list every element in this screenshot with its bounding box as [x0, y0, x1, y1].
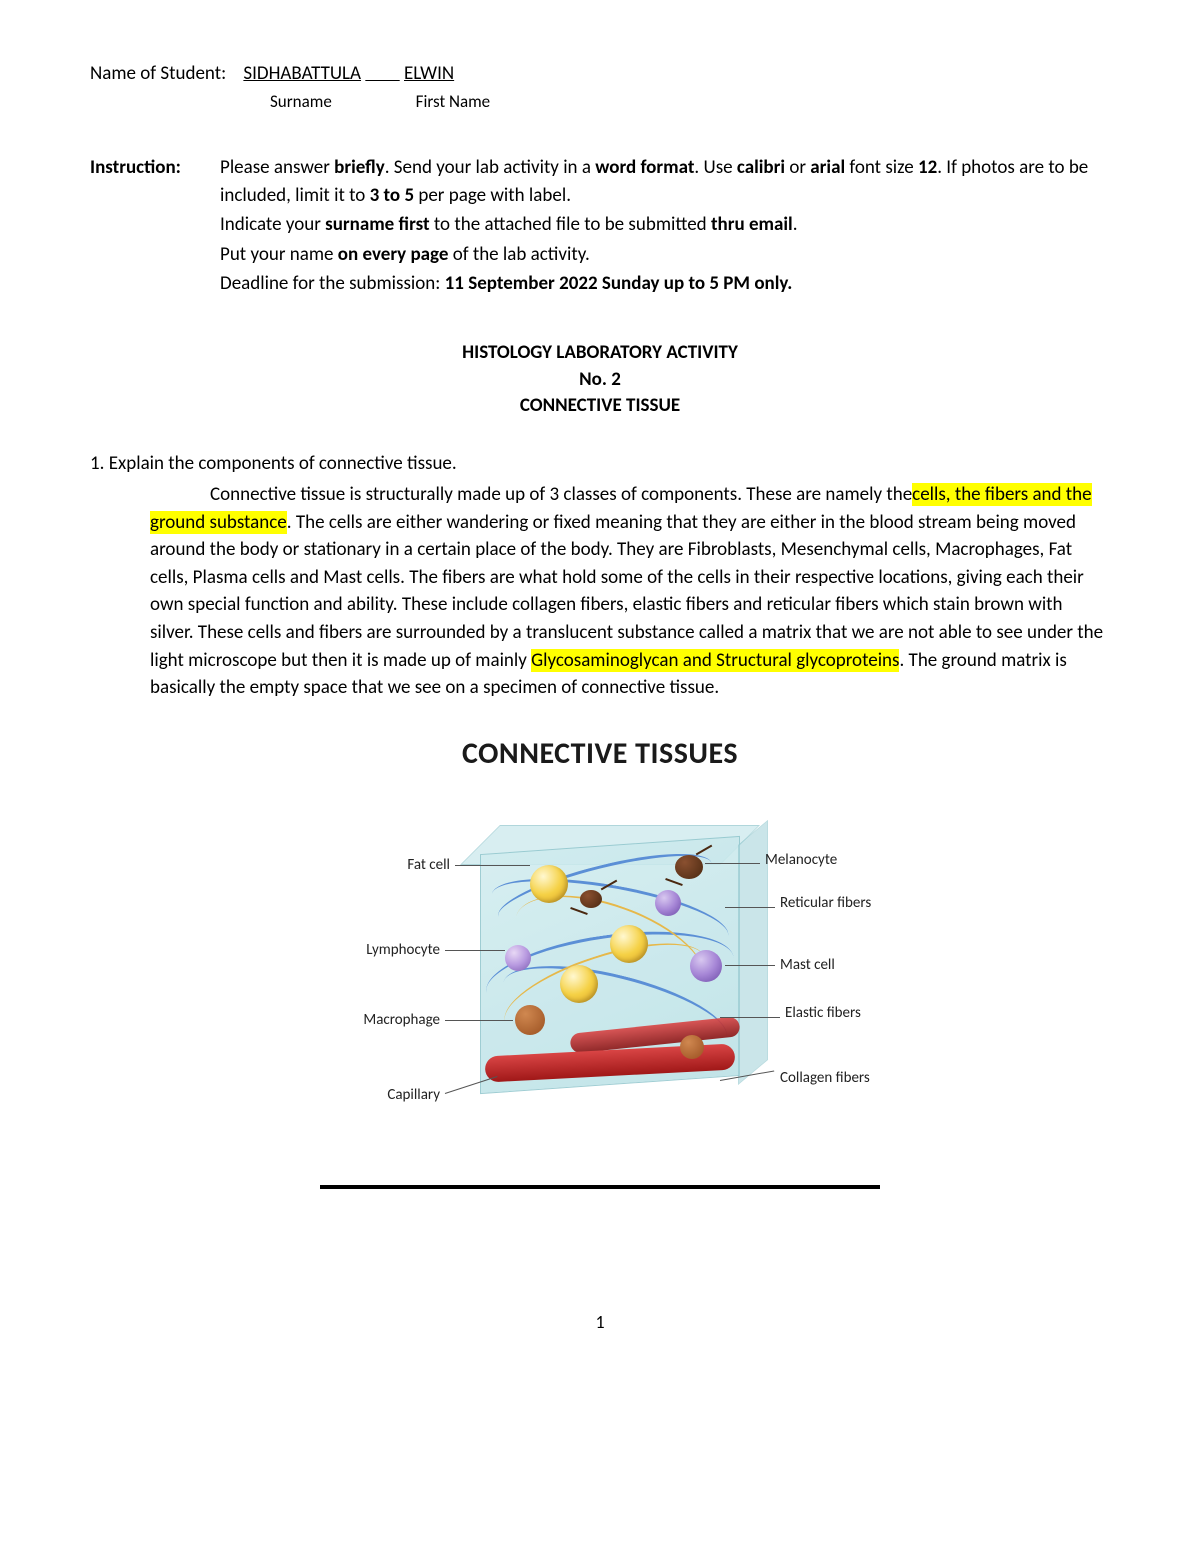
name-label: Name of Student: — [90, 62, 226, 85]
label-elastic: Elastic fibers — [785, 1005, 861, 1022]
highlight-2: Glycosaminoglycan and Structural glycopr… — [531, 649, 899, 672]
name-sublabels: Surname First Name — [90, 90, 1110, 115]
student-name-line: Name of Student: SIDHABATTULA ELWIN — [90, 60, 1110, 88]
diagram-divider — [320, 1185, 880, 1189]
label-macrophage: Macrophage — [335, 1010, 440, 1032]
mast-cell-shape — [655, 890, 681, 916]
fat-cell-shape — [610, 925, 648, 963]
instruction-block: Instruction: Please answer briefly. Send… — [90, 154, 1110, 300]
melanocyte-shape — [580, 890, 602, 908]
title-line-2: No. 2 — [90, 367, 1110, 394]
cube-side — [738, 820, 768, 1085]
label-collagen: Collagen fibers — [780, 1070, 870, 1087]
label-capillary: Capillary — [360, 1085, 440, 1107]
title-line-3: CONNECTIVE TISSUE — [90, 393, 1110, 420]
mast-cell-shape — [690, 950, 722, 982]
diagram-container: CONNECTIVE TISSUES Fat cell Lymphocyte M… — [90, 732, 1110, 1190]
answer-1: Connective tissue is structurally made u… — [90, 481, 1110, 701]
label-fat-cell: Fat cell — [370, 855, 450, 877]
question-1: 1. Explain the components of connective … — [90, 450, 1110, 478]
title-line-1: HISTOLOGY LABORATORY ACTIVITY — [90, 340, 1110, 367]
instruction-body: Please answer briefly. Send your lab act… — [220, 154, 1110, 300]
label-mast: Mast cell — [780, 955, 835, 977]
macrophage-shape — [680, 1035, 704, 1059]
student-firstname: ELWIN — [404, 62, 454, 85]
macrophage-shape — [515, 1005, 545, 1035]
diagram-title: CONNECTIVE TISSUES — [90, 732, 1110, 776]
connective-tissue-diagram: Fat cell Lymphocyte Macrophage Capillary… — [320, 795, 880, 1175]
page-number: 1 — [90, 1309, 1110, 1335]
student-surname: SIDHABATTULA — [243, 62, 361, 85]
fat-cell-shape — [560, 965, 598, 1003]
label-reticular: Reticular fibers — [780, 895, 871, 912]
instruction-label: Instruction: — [90, 154, 220, 300]
lymphocyte-shape — [505, 945, 531, 971]
melanocyte-shape — [675, 855, 703, 879]
label-melanocyte: Melanocyte — [765, 850, 837, 872]
surname-sublabel: Surname — [270, 91, 332, 112]
fat-cell-shape — [530, 865, 568, 903]
label-lymphocyte: Lymphocyte — [340, 940, 440, 962]
activity-title: HISTOLOGY LABORATORY ACTIVITY No. 2 CONN… — [90, 340, 1110, 420]
firstname-sublabel: First Name — [416, 91, 491, 112]
